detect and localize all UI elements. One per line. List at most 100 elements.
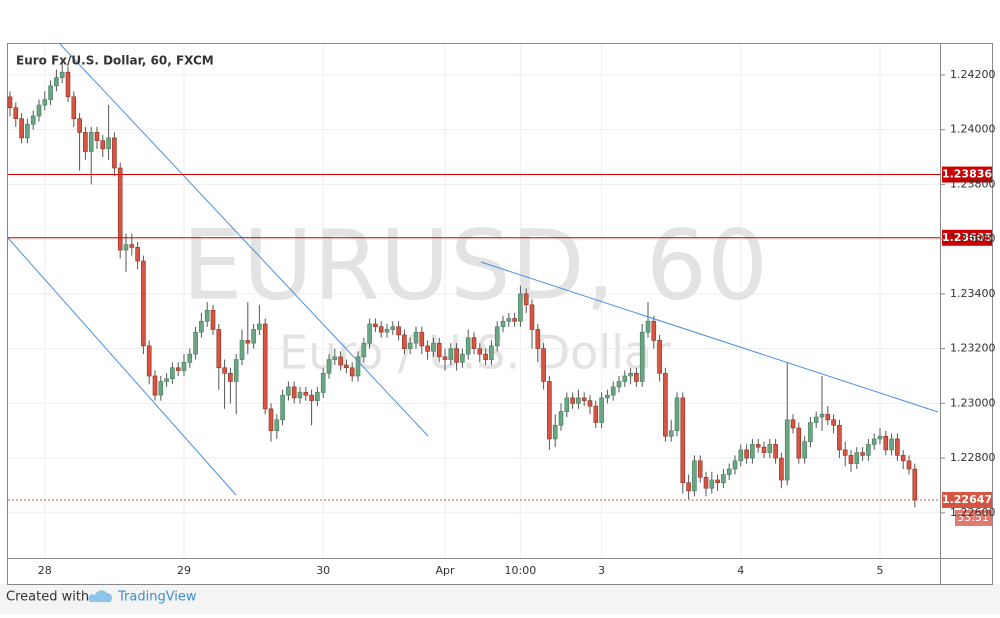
candle-body <box>587 400 593 407</box>
candle-body <box>146 345 152 377</box>
candle-body <box>442 356 448 360</box>
candle-body <box>54 77 59 87</box>
y-tick-label: 1.23400 <box>950 287 996 300</box>
candle-body <box>831 419 836 426</box>
level-label: 1.23836 <box>942 168 992 181</box>
candle-body <box>309 394 314 401</box>
candle-body <box>657 340 662 374</box>
candle-body <box>715 479 720 484</box>
x-tick-label: 3 <box>598 564 605 577</box>
candle-body <box>634 372 639 382</box>
candle-body <box>135 247 140 262</box>
watermark: EURUSD, 60 <box>182 209 768 321</box>
x-tick-label: Apr <box>435 564 455 577</box>
candle-body <box>651 320 657 341</box>
y-tick-label: 1.22600 <box>950 506 996 519</box>
candle-body <box>825 414 831 421</box>
candle-body <box>697 460 703 478</box>
candle-body <box>674 397 680 432</box>
candle-body <box>297 392 303 399</box>
candle-body <box>274 419 280 432</box>
candle-body <box>355 356 361 377</box>
candle-body <box>732 460 738 470</box>
candle-body <box>332 356 338 360</box>
candle-body <box>100 140 106 150</box>
candle-body <box>268 408 274 432</box>
footer-text: Created with <box>6 590 89 605</box>
candle-body <box>239 340 245 360</box>
candle-body <box>436 342 442 358</box>
candle-body <box>251 329 256 344</box>
watermark-subtitle: Euro / U.S. Dollar <box>279 326 671 380</box>
candle-body <box>88 132 94 152</box>
candle-body <box>361 342 367 358</box>
x-tick-label: 4 <box>737 564 744 577</box>
candle-body <box>170 367 175 380</box>
y-tick-label: 1.22800 <box>950 451 996 464</box>
candle-body <box>419 331 425 347</box>
candle-body <box>187 353 193 363</box>
candle-body <box>599 397 604 423</box>
candle-body <box>900 455 906 462</box>
chart-title: Euro Fx/U.S. Dollar, 60, FXCM <box>16 54 214 68</box>
candle-body <box>645 320 651 333</box>
candle-body <box>889 438 894 451</box>
candle-body <box>564 397 570 412</box>
candle-body <box>7 96 13 109</box>
candle-body <box>48 85 53 100</box>
candle-body <box>77 118 82 133</box>
level-label-box <box>942 166 992 183</box>
x-tick-label: 28 <box>38 564 52 577</box>
candle-body <box>112 137 117 169</box>
candle-body <box>802 441 807 459</box>
candle-body <box>390 326 396 330</box>
level-label-box <box>942 229 992 246</box>
candle-body <box>228 372 233 382</box>
candle-body <box>761 446 767 453</box>
candle-body <box>257 323 262 330</box>
candle-body <box>477 348 483 355</box>
candle-body <box>175 367 181 371</box>
candle-body <box>71 96 77 120</box>
candle-body <box>129 244 135 248</box>
candle-body <box>407 342 413 349</box>
candle-body <box>547 381 552 440</box>
candle-body <box>30 115 36 125</box>
candle-body <box>204 310 210 322</box>
candle-body <box>576 397 581 404</box>
candle-body <box>738 449 744 462</box>
candles <box>7 61 918 508</box>
candle-body <box>483 353 488 360</box>
candle-body <box>750 444 755 459</box>
candle-body <box>454 348 459 363</box>
candle-body <box>819 414 825 418</box>
candle-body <box>36 104 42 117</box>
candle-body <box>779 457 784 481</box>
candle-body <box>721 474 726 484</box>
candle-body <box>895 438 900 456</box>
candle-body <box>680 397 686 484</box>
level-label: 1.23605 <box>942 231 992 244</box>
candle-body <box>245 340 251 344</box>
candle-body <box>489 345 494 360</box>
candle-body <box>622 375 628 382</box>
candle-body <box>703 476 709 489</box>
candle-body <box>639 331 645 382</box>
candle-body <box>13 107 19 120</box>
candle-body <box>338 356 343 366</box>
x-tick-label: 10:00 <box>505 564 537 577</box>
candle-body <box>59 71 65 78</box>
candle-body <box>286 386 291 396</box>
candle-body <box>303 392 309 396</box>
candle-body <box>141 260 146 347</box>
candle-body <box>842 449 848 456</box>
footer-bar <box>0 584 1000 614</box>
brand[interactable]: TradingView <box>117 590 197 605</box>
candle-body <box>912 468 918 501</box>
candle-body <box>790 419 796 429</box>
candle-body <box>344 364 349 369</box>
candle-body <box>593 405 599 423</box>
candle-body <box>668 430 674 437</box>
candle-body <box>709 479 715 489</box>
overlays: 1.23836 1.23605 1.22647 33:51 <box>8 166 992 526</box>
